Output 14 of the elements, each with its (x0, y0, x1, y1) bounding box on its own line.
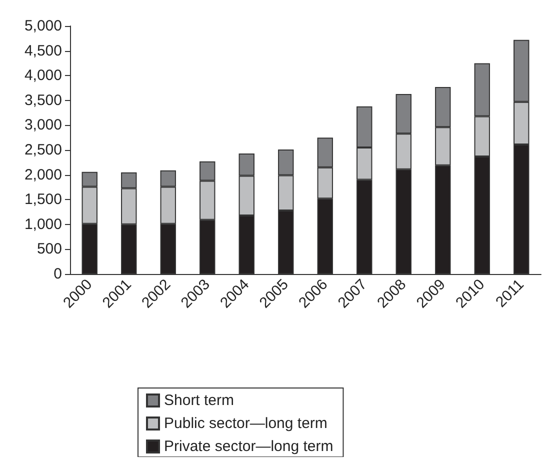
y-tick-label: 4,000 (24, 67, 62, 84)
y-tick-label: 2,000 (24, 166, 62, 184)
y-tick-label: 3,000 (24, 116, 62, 134)
y-tick-label: 1,000 (24, 216, 62, 233)
y-tick-label: 500 (36, 240, 62, 258)
y-tick-label: 2,500 (24, 142, 62, 158)
legend-label: Private sector—long term (164, 438, 334, 455)
legend-label: Short term (164, 392, 234, 409)
y-tick-label: 0 (54, 266, 62, 282)
y-tick-label: 1,500 (24, 191, 62, 208)
y-tick-label: 5,000 (24, 18, 62, 34)
legend-label: Public sector—long term (164, 415, 328, 432)
y-tick-label: 3,500 (24, 92, 62, 109)
y-tick-label: 4,500 (24, 42, 62, 60)
